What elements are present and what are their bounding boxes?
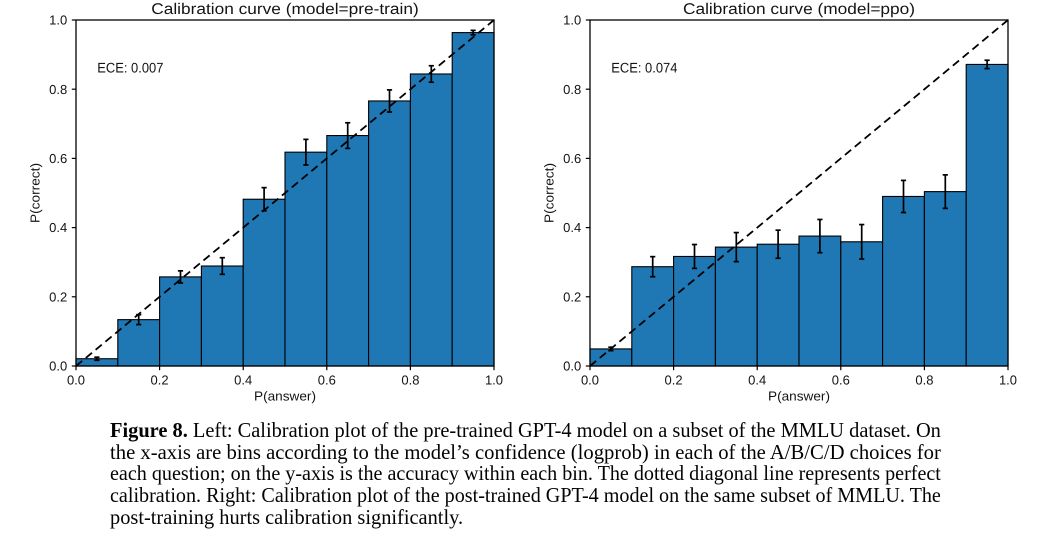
svg-text:0.4: 0.4: [234, 373, 252, 388]
svg-text:0.6: 0.6: [49, 151, 67, 166]
svg-text:ECE: 0.074: ECE: 0.074: [611, 60, 677, 76]
svg-text:0.2: 0.2: [49, 289, 67, 304]
svg-text:0.8: 0.8: [49, 82, 67, 97]
svg-text:1.0: 1.0: [49, 13, 67, 28]
svg-text:Calibration curve (model=pre-t: Calibration curve (model=pre-train): [151, 1, 419, 18]
svg-text:Calibration curve (model=ppo): Calibration curve (model=ppo): [683, 1, 915, 18]
svg-text:0.8: 0.8: [563, 82, 581, 97]
svg-text:0.2: 0.2: [563, 289, 581, 304]
svg-text:P(answer): P(answer): [254, 389, 316, 404]
svg-text:0.8: 0.8: [401, 373, 419, 388]
svg-text:0.0: 0.0: [67, 373, 85, 388]
svg-text:P(correct): P(correct): [542, 163, 557, 223]
svg-text:ECE: 0.007: ECE: 0.007: [97, 60, 163, 76]
svg-text:0.6: 0.6: [318, 373, 336, 388]
svg-text:0.2: 0.2: [151, 373, 169, 388]
svg-text:0.4: 0.4: [748, 373, 766, 388]
svg-text:P(answer): P(answer): [768, 389, 830, 404]
svg-text:0.0: 0.0: [49, 359, 67, 374]
svg-text:P(correct): P(correct): [28, 163, 43, 223]
svg-text:0.8: 0.8: [915, 373, 933, 388]
svg-text:1.0: 1.0: [563, 13, 581, 28]
svg-text:0.6: 0.6: [832, 373, 850, 388]
svg-text:1.0: 1.0: [485, 373, 503, 388]
svg-text:0.4: 0.4: [563, 220, 581, 235]
svg-text:0.0: 0.0: [581, 373, 599, 388]
svg-text:1.0: 1.0: [999, 373, 1017, 388]
svg-text:0.4: 0.4: [49, 220, 67, 235]
svg-text:0.6: 0.6: [563, 151, 581, 166]
svg-text:0.2: 0.2: [665, 373, 683, 388]
svg-text:0.0: 0.0: [563, 359, 581, 374]
